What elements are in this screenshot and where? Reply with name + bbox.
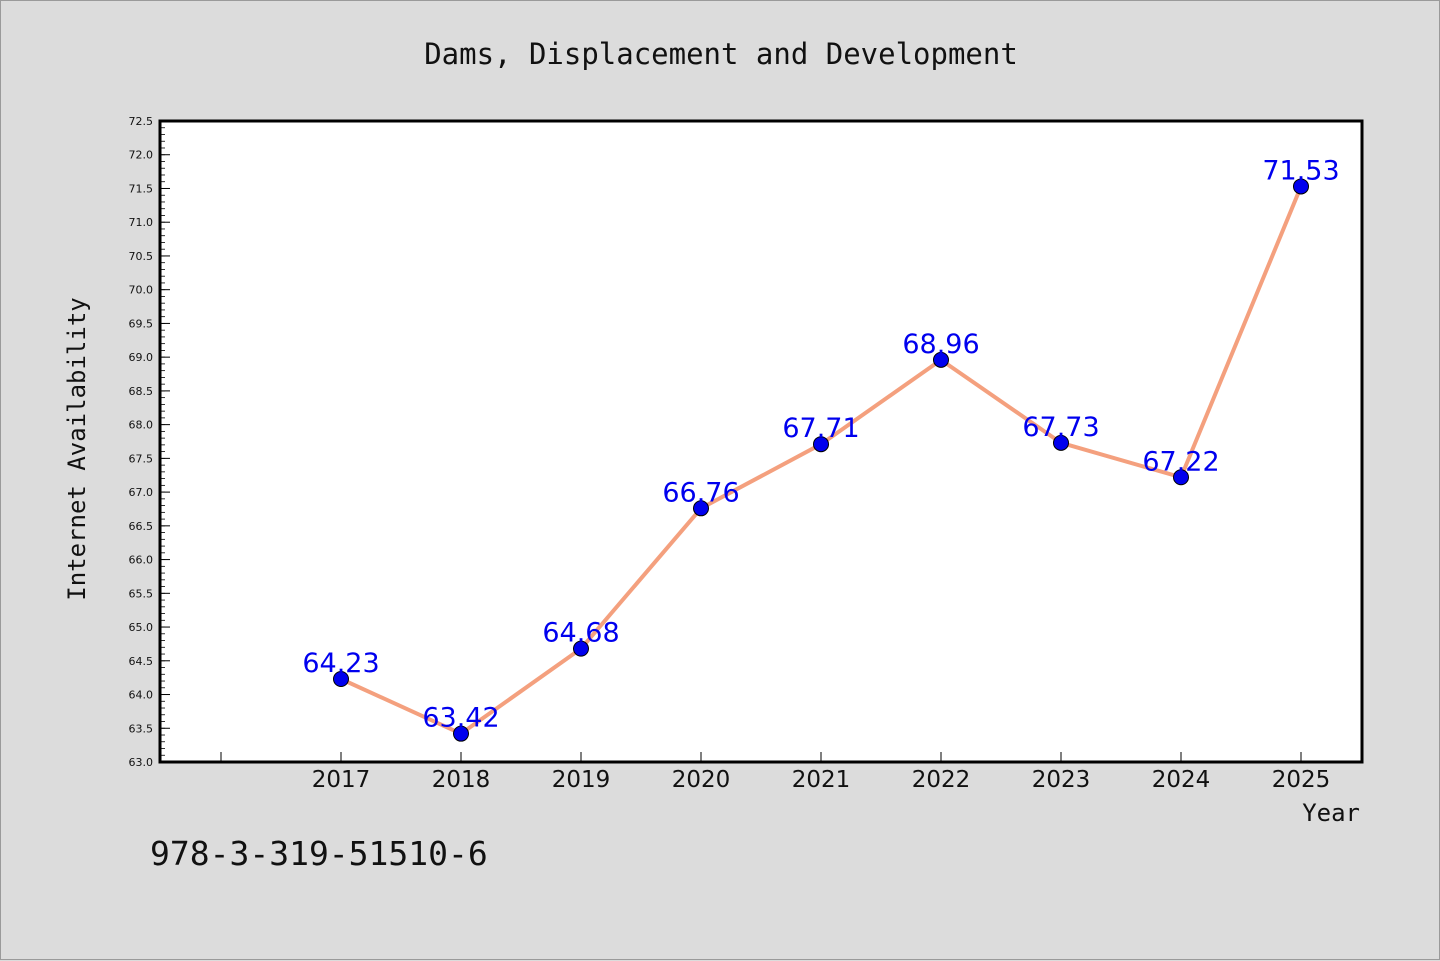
data-point (333, 671, 349, 688)
y-tick-label: 64.0 (129, 689, 154, 702)
data-point (933, 351, 949, 368)
y-tick-label: 68.0 (129, 419, 154, 432)
chart-title: Dams, Displacement and Development (424, 37, 1018, 71)
data-label: 66.76 (662, 477, 739, 508)
data-label: 71.53 (1262, 155, 1339, 186)
y-tick-label: 66.5 (129, 520, 154, 533)
data-label: 64.68 (542, 618, 619, 649)
y-tick-label: 63.0 (129, 756, 154, 769)
y-tick-label: 71.0 (129, 216, 154, 229)
x-axis: 2017 2018 2019 2020 2021 2022 2023 2024 2025 (220, 752, 1331, 793)
y-tick-label: 64.5 (129, 655, 154, 668)
y-tick-label: 65.5 (129, 587, 154, 600)
y-tick-label: 70.5 (129, 250, 154, 263)
y-tick-label: 68.5 (129, 385, 154, 398)
data-label: 67.22 (1142, 446, 1219, 477)
data-label: 67.71 (782, 413, 859, 444)
data-label: 68.96 (902, 329, 979, 360)
data-label: 64.23 (302, 648, 379, 679)
x-tick-label: 2020 (672, 767, 731, 793)
data-point (813, 436, 829, 453)
x-tick-label: 2021 (792, 767, 851, 793)
data-point (1053, 434, 1069, 451)
y-tick-label: 71.5 (129, 182, 154, 195)
y-tick-label: 63.5 (129, 722, 154, 735)
y-tick-label: 70.0 (129, 284, 154, 297)
data-point (1173, 469, 1189, 486)
x-tick-label: 2024 (1152, 767, 1211, 793)
y-axis-label: Internet Availability (63, 297, 91, 600)
data-point (453, 725, 469, 742)
y-axis: 63.0 63.5 64.0 64.5 65.0 65.5 66.0 66.5 67.0 67.5… (129, 115, 170, 769)
x-tick-label: 2022 (912, 767, 971, 793)
x-tick-label: 2018 (432, 767, 491, 793)
x-tick-label: 2019 (552, 767, 611, 793)
x-tick-label: 2025 (1272, 767, 1331, 793)
y-tick-label: 65.0 (129, 621, 154, 634)
data-label: 63.42 (422, 703, 499, 734)
x-tick-label: 2017 (312, 767, 371, 793)
data-label: 67.73 (1022, 412, 1099, 443)
y-tick-label: 72.5 (129, 115, 154, 128)
y-tick-label: 67.5 (129, 452, 154, 465)
footer-isbn: 978-3-319-51510-6 (150, 834, 488, 873)
x-axis-label: Year (1302, 799, 1360, 827)
y-tick-label: 69.5 (129, 317, 154, 330)
series-layer: 64.23 63.42 64.68 66.76 67.71 68.96 67.73 67.22… (302, 155, 1340, 742)
y-tick-label: 66.0 (129, 554, 154, 567)
plot-area (158, 119, 1364, 764)
y-tick-label: 67.0 (129, 486, 154, 499)
data-point (1293, 178, 1309, 195)
data-point (693, 500, 709, 517)
y-tick-label: 72.0 (129, 149, 154, 162)
data-point (573, 640, 589, 657)
x-tick-label: 2023 (1032, 767, 1091, 793)
y-tick-label: 69.0 (129, 351, 154, 364)
